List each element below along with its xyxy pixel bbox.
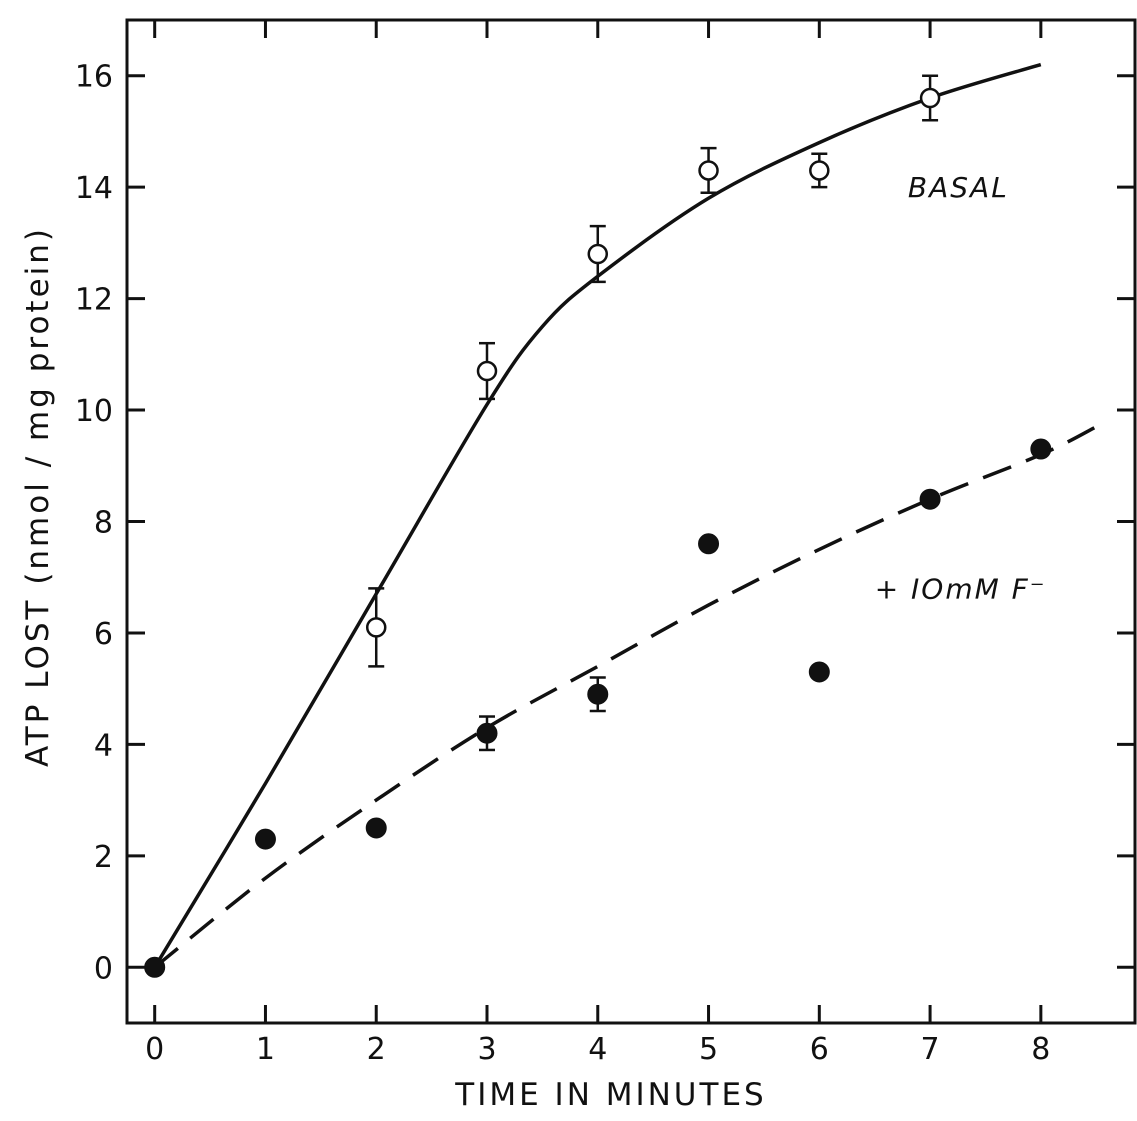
points-group [144, 74, 1052, 978]
series-1-point-3 [476, 722, 498, 744]
annotation-fluoride: + IOmM F⁻ [875, 572, 1047, 605]
annotation-basal: BASAL [908, 171, 1009, 204]
y-tick-label-0: 0 [94, 951, 113, 986]
x-tick-label-8: 8 [1031, 1032, 1050, 1067]
x-tick-label-4: 4 [588, 1032, 607, 1067]
y-tick-label-2: 2 [94, 840, 113, 875]
x-tick-label-2: 2 [367, 1032, 386, 1067]
ticks-group [127, 20, 1135, 1023]
series-1-point-5 [698, 533, 720, 555]
series-0-point-3 [587, 243, 609, 265]
series-1-point-7 [919, 488, 941, 510]
x-axis-title: TIME IN MINUTES [454, 1077, 766, 1113]
y-axis-title: ATP LOST (nmol / mg protein) [20, 226, 56, 767]
series-0-fit-line [153, 62, 1042, 969]
y-tick-label-12: 12 [75, 283, 113, 318]
x-tick-label-7: 7 [921, 1032, 940, 1067]
y-tick-label-14: 14 [75, 171, 113, 206]
y-tick-label-10: 10 [75, 394, 113, 429]
series-1-point-2 [365, 817, 387, 839]
series-0-point-5 [809, 160, 830, 181]
x-tick-label-1: 1 [256, 1032, 275, 1067]
series-0-point-1 [365, 617, 387, 638]
series-0-point-2 [476, 360, 498, 382]
y-tick-label-8: 8 [94, 506, 113, 541]
series-0-point-4 [698, 160, 719, 181]
x-tick-label-3: 3 [477, 1032, 496, 1067]
x-tick-label-0: 0 [145, 1032, 164, 1067]
series-1-point-8 [1030, 438, 1052, 460]
y-tick-label-6: 6 [94, 617, 113, 652]
series-1-point-4 [587, 683, 609, 705]
series-1-point-6 [808, 661, 830, 683]
series-1-point-1 [254, 828, 276, 850]
y-tick-label-4: 4 [94, 728, 113, 763]
series-1-point-0 [144, 956, 166, 978]
series-1-fit-line [153, 425, 1097, 969]
curves-group [153, 62, 1097, 969]
x-tick-label-6: 6 [810, 1032, 829, 1067]
series-0-point-6 [919, 87, 941, 109]
x-tick-label-5: 5 [699, 1032, 718, 1067]
y-tick-label-16: 16 [75, 60, 113, 95]
